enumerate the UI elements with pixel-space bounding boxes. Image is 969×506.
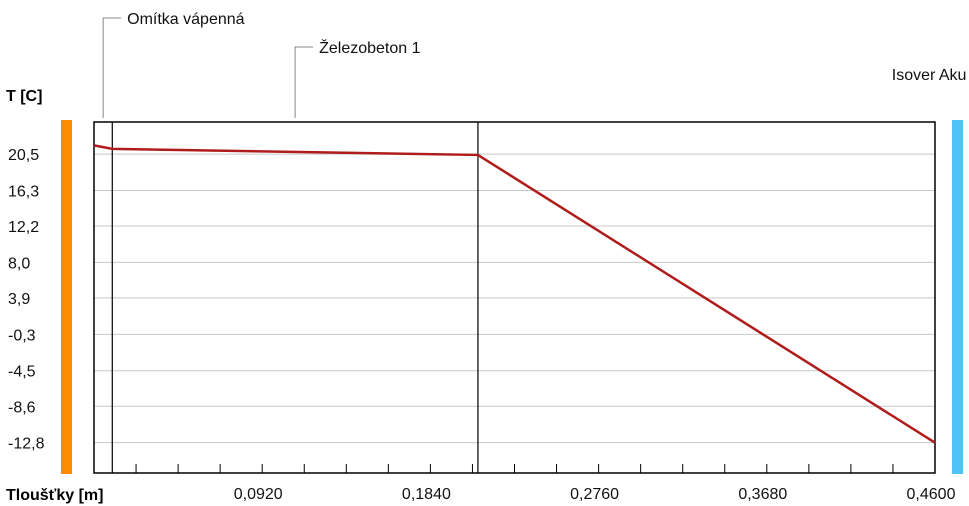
grid-lines: [94, 153, 935, 444]
y-tick-label: -8,6: [8, 399, 36, 416]
y-tick-label: -12,8: [8, 436, 45, 453]
x-tick-label: 0,3680: [738, 486, 787, 503]
temperature-series-line: [93, 144, 936, 444]
layer-label-group: Isover Aku: [892, 67, 967, 84]
y-tick-labels: 20,5 16,3 12,2 8,0 3,9 -0,3 -4,5 -8,6 -12,8: [8, 147, 45, 453]
x-tick-label: 0,2760: [570, 486, 619, 503]
layer-label-group: Železobeton 1: [294, 38, 421, 118]
y-tick-label: 3,9: [8, 291, 30, 308]
x-axis-title: Tloušťky [m]: [6, 487, 103, 504]
y-tick-label: 16,3: [8, 183, 39, 200]
plot-area-frame: [93, 121, 936, 474]
layer-label-group: Omítka vápenná: [102, 11, 245, 118]
layer-boundaries: [111, 122, 479, 473]
y-tick-label: 20,5: [8, 147, 39, 164]
y-tick-label: -4,5: [8, 364, 36, 381]
layer-labels: Omítka vápenná Železobeton 1 Isover Aku: [102, 11, 967, 118]
x-tick-labels: 0,0920 0,1840 0,2760 0,3680 0,4600: [234, 486, 956, 503]
x-tick-label: 0,4600: [907, 486, 956, 503]
interior-temperature-bar: [61, 120, 72, 474]
layer-label: Železobeton 1: [319, 38, 421, 57]
x-tick-marks: [135, 464, 894, 473]
x-tick-label: 0,1840: [402, 486, 451, 503]
layer-label: Isover Aku: [892, 67, 967, 84]
y-tick-label: 8,0: [8, 255, 30, 272]
x-tick-label: 0,0920: [234, 486, 283, 503]
layer-label: Omítka vápenná: [127, 11, 244, 28]
y-tick-label: -0,3: [8, 327, 36, 344]
layer-label-leader: [294, 46, 314, 118]
y-tick-label: 12,2: [8, 219, 39, 236]
exterior-temperature-bar: [952, 120, 963, 474]
layer-label-leader: [102, 17, 122, 118]
y-axis-title: T [C]: [6, 88, 42, 105]
